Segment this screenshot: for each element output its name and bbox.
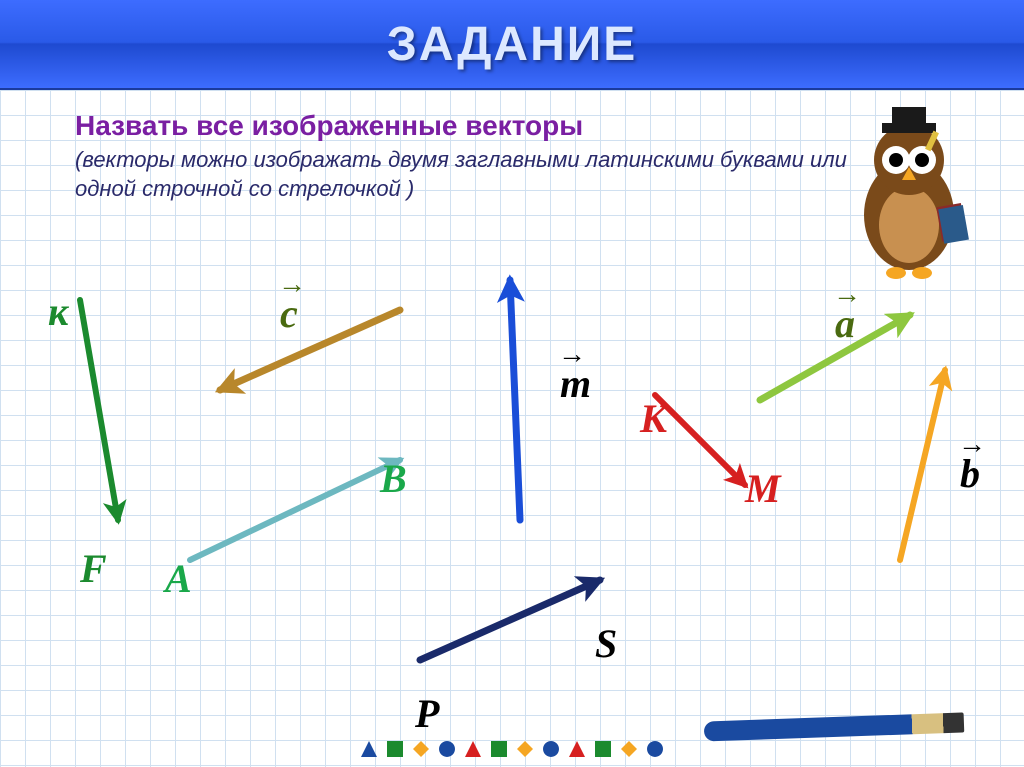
vector-label-b: b <box>960 450 980 497</box>
vector-kF <box>80 300 118 520</box>
shape-decoration-icon <box>411 739 431 759</box>
shape-decoration-icon <box>541 739 561 759</box>
shape-decoration-icon <box>385 739 405 759</box>
vector-PS <box>420 580 600 660</box>
shape-decoration-icon <box>489 739 509 759</box>
vector-b <box>900 370 945 560</box>
vector-label-S: S <box>595 620 617 667</box>
shape-decoration-icon <box>359 739 379 759</box>
vector-m <box>510 280 520 520</box>
shape-decoration-icon <box>437 739 457 759</box>
shape-decoration-icon <box>515 739 535 759</box>
vector-label-A: A <box>165 555 192 602</box>
title-header: ЗАДАНИЕ <box>0 0 1024 90</box>
vector-c <box>220 310 400 390</box>
vector-label-B: B <box>380 455 407 502</box>
shape-decoration-icon <box>645 739 665 759</box>
shape-decoration-icon <box>593 739 613 759</box>
shapes-decoration-bar <box>359 739 665 759</box>
shape-decoration-icon <box>619 739 639 759</box>
vector-AB <box>190 460 400 560</box>
vector-label-к: к <box>48 288 68 335</box>
page-title: ЗАДАНИЕ <box>387 17 638 72</box>
vector-label-a: a <box>835 300 855 347</box>
vector-label-m: m <box>560 360 591 407</box>
vector-label-F: F <box>80 545 107 592</box>
vector-diagram <box>0 90 1024 767</box>
shape-decoration-icon <box>463 739 483 759</box>
vector-KM <box>655 395 745 485</box>
vector-label-К: К <box>640 395 667 442</box>
vector-label-c: c <box>280 290 298 337</box>
shape-decoration-icon <box>567 739 587 759</box>
vector-label-P: P <box>415 690 439 737</box>
vector-label-М: М <box>745 465 781 512</box>
